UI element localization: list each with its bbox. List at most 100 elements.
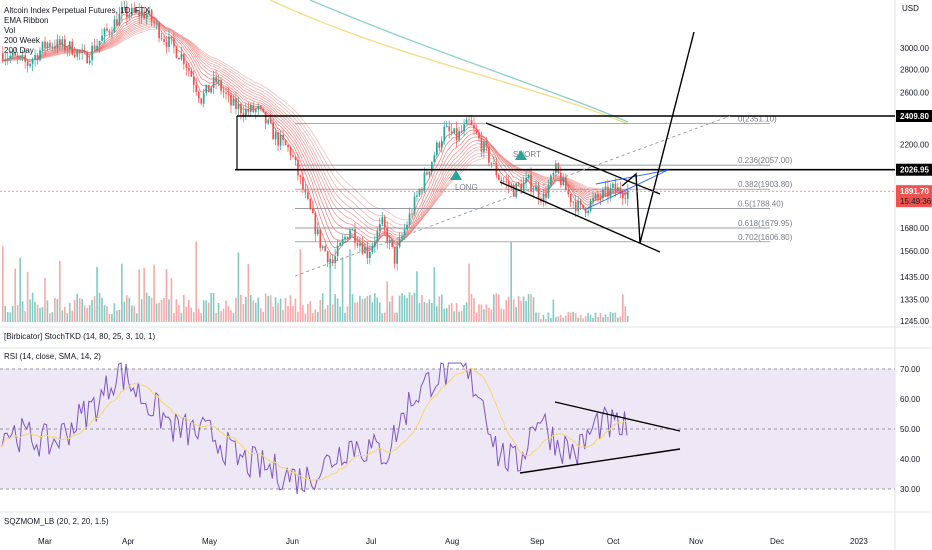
volume-bar [532, 297, 535, 322]
chart-legend: Altcoin Index Perpetual Futures, 1D, FTX… [4, 6, 150, 56]
legend-200-week: 200 Week [4, 36, 40, 45]
candle-body [287, 145, 289, 148]
volume-bar [145, 292, 148, 322]
volume-bar [493, 294, 495, 322]
volume-bar [11, 305, 14, 322]
volume-bar [299, 249, 302, 322]
volume-bar [574, 313, 577, 322]
volume-bar [408, 292, 411, 322]
candle-body [76, 50, 79, 57]
candle-body [604, 186, 607, 190]
candle-body [381, 217, 384, 225]
fib-level-label: 0.382(1903.80) [738, 180, 793, 189]
rsi-lower-trendline [519, 448, 681, 474]
volume-bar [150, 297, 153, 322]
volume-bar [277, 302, 279, 322]
candle-body [326, 251, 329, 263]
candle-body [145, 13, 148, 19]
candle-body [130, 7, 133, 16]
candle-body [175, 46, 178, 58]
candle-body [460, 131, 463, 132]
volume-bar [505, 299, 508, 322]
candle-body [207, 84, 210, 93]
volume-bar [307, 303, 309, 322]
candle-body [572, 201, 575, 203]
ema-ribbon [1, 11, 628, 256]
volume-bar [242, 304, 245, 322]
candle-body [443, 126, 446, 141]
candle-body [138, 10, 141, 17]
level-tag [896, 110, 932, 123]
volume-bar [304, 313, 307, 322]
volume-bar [560, 315, 562, 322]
candle-body [485, 141, 488, 147]
volume-bar [562, 317, 565, 322]
price-axis-labels: USD 3000.00 2800.00 2600.00 2409.80 2200.00 20… [0, 4, 932, 494]
candle-body [34, 54, 36, 60]
candle-body [185, 64, 188, 68]
candle-body [478, 133, 480, 139]
candle-body [438, 142, 441, 148]
volume-bar [6, 312, 9, 322]
candle-body [197, 91, 200, 99]
candle-body [500, 179, 503, 182]
volume-bar [188, 299, 190, 322]
volume-bar [346, 306, 349, 322]
candle-body [468, 119, 470, 121]
candle-body [83, 50, 86, 53]
volume-bar [607, 316, 609, 322]
candle-body [242, 113, 245, 117]
trend-drawings: SHORT LONG [235, 31, 895, 277]
level-tag-label: 2409.80 [900, 112, 929, 121]
candle-body [163, 38, 165, 42]
candle-body [247, 108, 250, 112]
volume-bar [527, 294, 530, 322]
volume-bar [465, 302, 468, 322]
candle-body [98, 40, 101, 46]
candle-body [180, 54, 183, 60]
candle-body [413, 196, 416, 214]
volume-bar [388, 301, 391, 322]
sqz-pane-title: SQZMOM_LB (20, 2, 20, 1.5) [4, 517, 109, 526]
candle-body [202, 93, 205, 104]
volume-bar [440, 294, 443, 322]
volume-bar [91, 299, 93, 322]
price-tick-label: 1335.00 [900, 295, 929, 304]
volume-bar [29, 299, 31, 322]
volume-bar [49, 313, 51, 322]
candle-body [39, 50, 41, 61]
candle-body [517, 183, 520, 185]
candle-body [525, 178, 527, 183]
candle-body [183, 54, 185, 65]
volume-bar [4, 306, 7, 322]
volume-bar [463, 305, 465, 322]
candle-body [582, 204, 585, 209]
legend-vol: Vol [4, 26, 16, 35]
candle-body [81, 50, 84, 53]
volume-bar [133, 305, 136, 322]
candle-body [433, 155, 436, 162]
volume-bar [9, 312, 12, 322]
time-axis-label: Aug [445, 537, 459, 546]
volume-bar [168, 299, 170, 322]
candle-body [569, 194, 572, 203]
candle-body [346, 236, 349, 239]
candle-body [9, 55, 12, 58]
volume-bar [604, 314, 607, 322]
volume-bar [416, 271, 418, 322]
candle-body [614, 183, 617, 191]
volume-bar [485, 304, 488, 322]
candle-body [426, 172, 428, 175]
volume-bar [495, 293, 498, 322]
candle-body [312, 208, 314, 213]
volume-bar [498, 294, 500, 322]
candle-body [294, 156, 297, 160]
candle-body [574, 201, 577, 212]
time-axis-label: 2023 [850, 537, 868, 546]
dashed-trendline [294, 115, 731, 277]
short-label: SHORT [513, 150, 541, 159]
candle-body [66, 49, 69, 51]
volume-bar [612, 312, 614, 322]
volume-bar [247, 264, 250, 322]
